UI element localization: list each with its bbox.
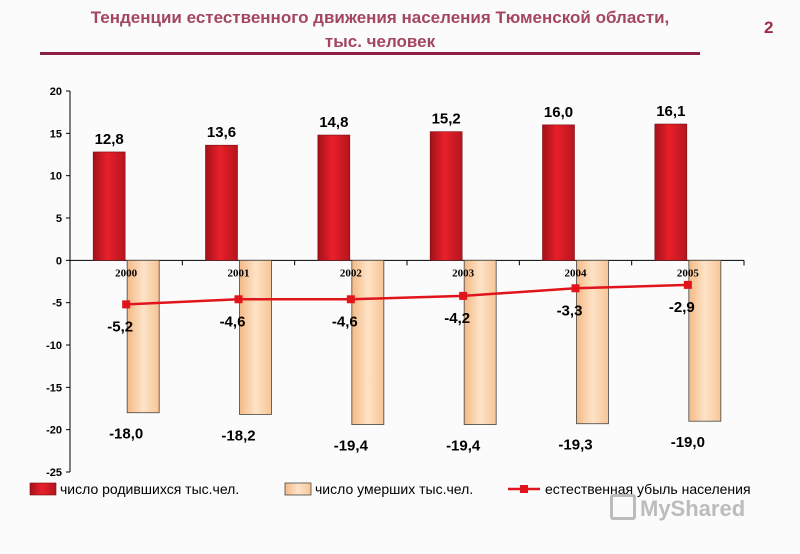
data-label-natural-decrease: -2,9 <box>669 299 695 316</box>
legend-swatch-births <box>29 482 57 496</box>
legend-label-deaths: число умерших тыс.чел. <box>315 481 473 497</box>
bar-births <box>429 131 463 261</box>
point-natural-decrease <box>571 284 580 293</box>
chart-title: Тенденции естественного движения населен… <box>40 6 720 54</box>
line-natural-decrease <box>126 283 688 306</box>
data-label-natural-decrease: -5,2 <box>107 318 133 335</box>
bar-births <box>654 123 688 261</box>
y-tick-label: 20 <box>50 86 62 98</box>
point-natural-decrease <box>346 295 355 304</box>
bar-births <box>205 144 238 261</box>
data-label-deaths: -19,0 <box>671 434 705 451</box>
data-label-deaths: -19,3 <box>558 437 592 454</box>
x-tick-label: 2005 <box>677 267 700 279</box>
x-tick-label: 2003 <box>452 267 475 279</box>
data-label-deaths: -18,2 <box>221 427 255 444</box>
watermark-logo-icon <box>610 494 636 520</box>
y-tick-label: 10 <box>50 171 62 183</box>
data-label-births: 16,1 <box>656 103 685 120</box>
point-natural-decrease <box>122 300 131 309</box>
data-label-natural-decrease: -4,6 <box>220 313 246 330</box>
page-number: 2 <box>764 18 774 37</box>
bar-deaths <box>688 259 722 422</box>
y-tick-label: 15 <box>50 128 62 140</box>
y-tick-label: -10 <box>46 340 62 352</box>
watermark: MyShared <box>610 494 745 522</box>
bar-births <box>92 151 126 261</box>
data-label-births: 16,0 <box>544 104 573 121</box>
x-tick-label: 2002 <box>340 267 363 279</box>
x-tick-label: 2004 <box>565 267 588 279</box>
y-tick-label: -25 <box>46 467 62 479</box>
data-label-natural-decrease: -4,6 <box>332 313 358 330</box>
watermark-text: MyShared <box>640 496 746 521</box>
x-tick-label: 2000 <box>115 267 138 279</box>
legend-label-births: число родившихся тыс.чел. <box>60 481 239 497</box>
data-label-natural-decrease: -4,2 <box>444 310 470 327</box>
point-natural-decrease <box>459 291 468 300</box>
legend-swatch-deaths <box>284 482 312 496</box>
chart-title-line-1: Тенденции естественного движения населен… <box>90 8 670 27</box>
bar-deaths <box>463 259 497 425</box>
data-label-births: 15,2 <box>432 111 461 128</box>
data-label-births: 14,8 <box>319 114 348 131</box>
y-tick-label: 5 <box>56 213 62 225</box>
bar-deaths <box>576 259 609 425</box>
data-label-natural-decrease: -3,3 <box>557 302 583 319</box>
y-tick-label: -20 <box>46 425 62 437</box>
legend-label-natural: естественная убыль населения <box>545 481 751 497</box>
bar-deaths <box>126 259 160 414</box>
data-label-births: 13,6 <box>207 124 236 141</box>
chart-title-line-2: тыс. человек <box>324 32 436 51</box>
data-label-deaths: -19,4 <box>446 438 481 455</box>
data-label-deaths: -18,0 <box>109 426 143 443</box>
legend-marker-natural <box>520 485 528 493</box>
data-label-births: 12,8 <box>95 131 124 148</box>
x-tick-label: 2001 <box>228 267 250 279</box>
y-tick-label: -15 <box>46 382 62 394</box>
title-underline <box>40 52 700 55</box>
data-label-deaths: -19,4 <box>334 438 369 455</box>
bar-deaths <box>239 259 272 415</box>
point-natural-decrease <box>234 295 243 304</box>
point-natural-decrease <box>683 280 692 289</box>
y-tick-label: 0 <box>56 255 62 267</box>
bar-deaths <box>351 259 385 425</box>
bar-births <box>542 124 575 261</box>
y-tick-label: -5 <box>52 298 62 310</box>
bar-births <box>317 134 351 261</box>
